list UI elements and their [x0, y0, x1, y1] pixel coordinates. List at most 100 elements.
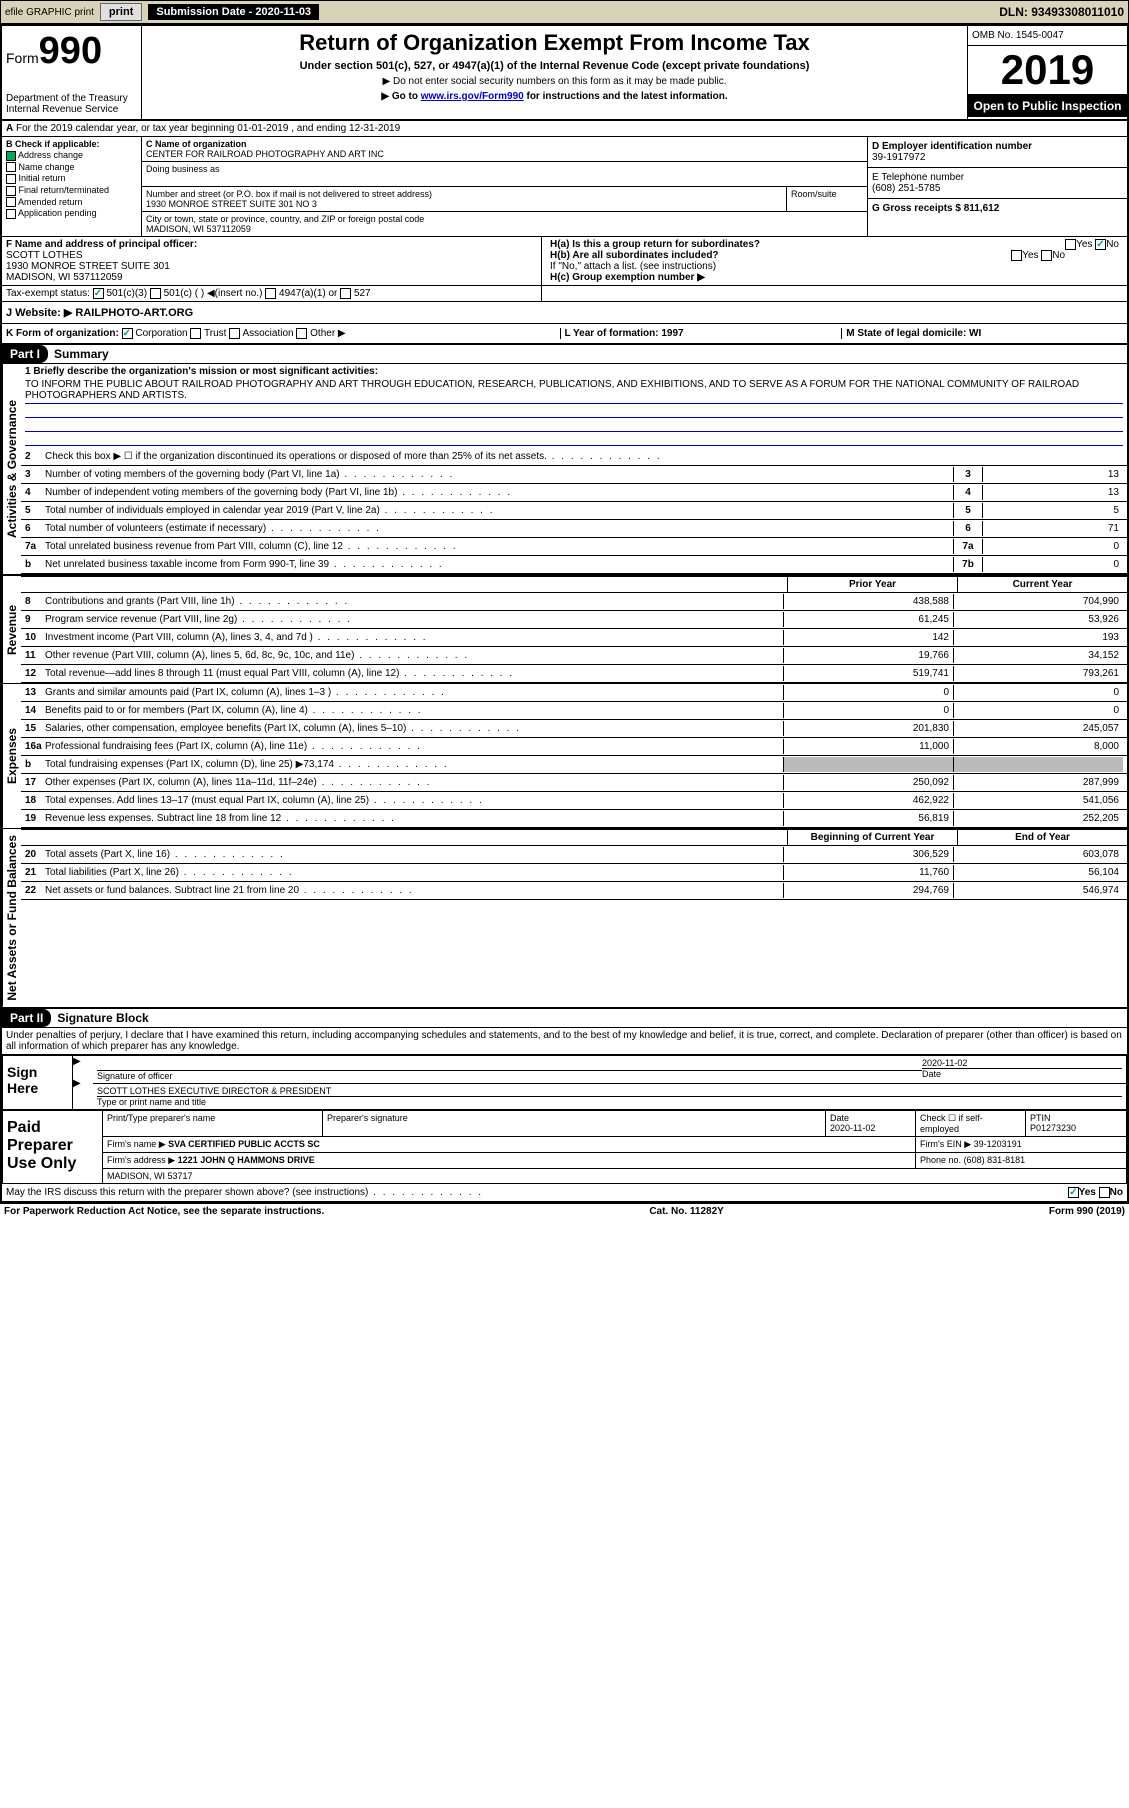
cb-assoc[interactable] [229, 328, 240, 339]
open-to-public: Open to Public Inspection [968, 95, 1127, 117]
officer-city: MADISON, WI 537112059 [6, 272, 537, 283]
addr-hdr: Number and street (or P.O. box if mail i… [146, 189, 782, 199]
section-d: D Employer identification number 39-1917… [868, 137, 1127, 168]
cb-501c[interactable] [150, 288, 161, 299]
cb-trust[interactable] [190, 328, 201, 339]
submission-date: Submission Date - 2020-11-03 [148, 4, 319, 20]
vtab-net-assets: Net Assets or Fund Balances [2, 829, 21, 1007]
c-name-hdr: C Name of organization [146, 139, 863, 149]
cb-name-change[interactable]: Name change [6, 162, 137, 173]
vtab-expenses: Expenses [2, 684, 21, 828]
line-18: 18Total expenses. Add lines 13–17 (must … [21, 792, 1127, 810]
print-button[interactable]: print [100, 3, 142, 21]
firm-city: MADISON, WI 53717 [103, 1169, 1126, 1183]
sig-officer-hdr: Signature of officer [97, 1070, 922, 1081]
activities-governance: Activities & Governance 1 Briefly descri… [2, 364, 1127, 574]
boy-hdr: Beginning of Current Year [787, 830, 957, 845]
omb-number: OMB No. 1545-0047 [968, 26, 1127, 46]
line-14: 14Benefits paid to or for members (Part … [21, 702, 1127, 720]
mission-text: TO INFORM THE PUBLIC ABOUT RAILROAD PHOT… [25, 377, 1123, 404]
subtitle-1: Under section 501(c), 527, or 4947(a)(1)… [150, 60, 959, 72]
line-1: 1 Briefly describe the organization's mi… [21, 364, 1127, 448]
cb-4947[interactable] [265, 288, 276, 299]
col-headers: Prior Year Current Year [21, 576, 1127, 593]
section-l: L Year of formation: 1997 [565, 328, 684, 339]
footer: For Paperwork Reduction Act Notice, see … [0, 1204, 1129, 1219]
sig-declaration: Under penalties of perjury, I declare th… [2, 1028, 1127, 1054]
net-assets-section: Net Assets or Fund Balances Beginning of… [2, 828, 1127, 1007]
form-990: Form990 Department of the Treasury Inter… [0, 24, 1129, 1204]
firm-ein: 39-1203191 [974, 1139, 1022, 1149]
main-title: Return of Organization Exempt From Incom… [150, 30, 959, 56]
hc-row: H(c) Group exemption number ▶ [550, 272, 1119, 283]
paperwork-notice: For Paperwork Reduction Act Notice, see … [4, 1206, 324, 1217]
officer-name-title: SCOTT LOTHES EXECUTIVE DIRECTOR & PRESID… [97, 1086, 1122, 1096]
ein: 39-1917972 [872, 152, 1123, 163]
firm-addr: 1221 JOHN Q HAMMONS DRIVE [178, 1155, 315, 1165]
discuss-row: May the IRS discuss this return with the… [2, 1184, 1127, 1202]
room-hdr: Room/suite [787, 187, 867, 211]
cb-amended[interactable]: Amended return [6, 197, 137, 208]
line-21: 21Total liabilities (Part X, line 26)11,… [21, 864, 1127, 882]
ptin: P01273230 [1030, 1123, 1076, 1133]
dln: DLN: 93493308011010 [999, 5, 1124, 19]
line-b: bTotal fundraising expenses (Part IX, co… [21, 756, 1127, 774]
hb-row: H(b) Are all subordinates included? Yes … [550, 250, 1119, 261]
cb-application[interactable]: Application pending [6, 208, 137, 219]
hb-note: If "No," attach a list. (see instruction… [550, 261, 1119, 272]
cb-address-change[interactable]: Address change [6, 150, 137, 161]
revenue-section: Revenue Prior Year Current Year 8Contrib… [2, 574, 1127, 683]
irs-link[interactable]: www.irs.gov/Form990 [421, 91, 524, 102]
cb-corp[interactable] [122, 328, 133, 339]
line-3: 3Number of voting members of the governi… [21, 466, 1127, 484]
form-number: 990 [39, 30, 102, 72]
cb-527[interactable] [340, 288, 351, 299]
line-22: 22Net assets or fund balances. Subtract … [21, 882, 1127, 900]
cb-discuss-no[interactable] [1099, 1187, 1110, 1198]
cb-discuss-yes[interactable] [1068, 1187, 1079, 1198]
sig-date: 2020-11-02 [922, 1058, 1122, 1068]
section-f-h: F Name and address of principal officer:… [2, 237, 1127, 286]
sign-here-label: Sign Here [3, 1056, 73, 1109]
cb-other[interactable] [296, 328, 307, 339]
part-ii-header: Part IISignature Block [2, 1007, 1127, 1028]
dept-treasury: Department of the Treasury Internal Reve… [6, 93, 137, 115]
firm-phone: (608) 831-8181 [964, 1155, 1026, 1165]
line-8: 8Contributions and grants (Part VIII, li… [21, 593, 1127, 611]
b-header: B Check if applicable: [6, 139, 137, 149]
line-16a: 16aProfessional fundraising fees (Part I… [21, 738, 1127, 756]
line-15: 15Salaries, other compensation, employee… [21, 720, 1127, 738]
prep-date: 2020-11-02 [830, 1123, 875, 1133]
vtab-revenue: Revenue [2, 576, 21, 683]
website-url: RAILPHOTO-ART.ORG [75, 307, 193, 319]
form-header: Form990 Department of the Treasury Inter… [2, 26, 1127, 121]
section-e: E Telephone number (608) 251-5785 [868, 168, 1127, 199]
f-hdr: F Name and address of principal officer: [6, 239, 537, 250]
subtitle-3: ▶ Go to www.irs.gov/Form990 for instruct… [150, 91, 959, 102]
line-19: 19Revenue less expenses. Subtract line 1… [21, 810, 1127, 828]
city-hdr: City or town, state or province, country… [146, 214, 863, 224]
cb-501c3[interactable] [93, 288, 104, 299]
line-13: 13Grants and similar amounts paid (Part … [21, 684, 1127, 702]
line-10: 10Investment income (Part VIII, column (… [21, 629, 1127, 647]
line-6: 6Total number of volunteers (estimate if… [21, 520, 1127, 538]
ha-row: H(a) Is this a group return for subordin… [550, 239, 1119, 250]
cb-final[interactable]: Final return/terminated [6, 185, 137, 196]
k-l-m-row: K Form of organization: Corporation Trus… [2, 324, 1127, 345]
cat-no: Cat. No. 11282Y [649, 1206, 723, 1217]
prep-name-hdr: Print/Type preparer's name [103, 1111, 323, 1136]
section-m: M State of legal domicile: WI [846, 328, 981, 339]
expenses-section: Expenses 13Grants and similar amounts pa… [2, 683, 1127, 828]
self-emp: Check ☐ if self-employed [916, 1111, 1026, 1136]
line-7a: 7aTotal unrelated business revenue from … [21, 538, 1127, 556]
dba-hdr: Doing business as [146, 164, 220, 174]
addr-val: 1930 MONROE STREET SUITE 301 NO 3 [146, 199, 782, 209]
org-name: CENTER FOR RAILROAD PHOTOGRAPHY AND ART … [146, 149, 863, 159]
city-val: MADISON, WI 537112059 [146, 224, 863, 234]
section-b-c-d: B Check if applicable: Address change Na… [2, 137, 1127, 237]
line-17: 17Other expenses (Part IX, column (A), l… [21, 774, 1127, 792]
na-col-headers: Beginning of Current Year End of Year [21, 829, 1127, 846]
tax-year: 2019 [968, 46, 1127, 95]
line-2: 2Check this box ▶ ☐ if the organization … [21, 448, 1127, 466]
cb-initial[interactable]: Initial return [6, 173, 137, 184]
